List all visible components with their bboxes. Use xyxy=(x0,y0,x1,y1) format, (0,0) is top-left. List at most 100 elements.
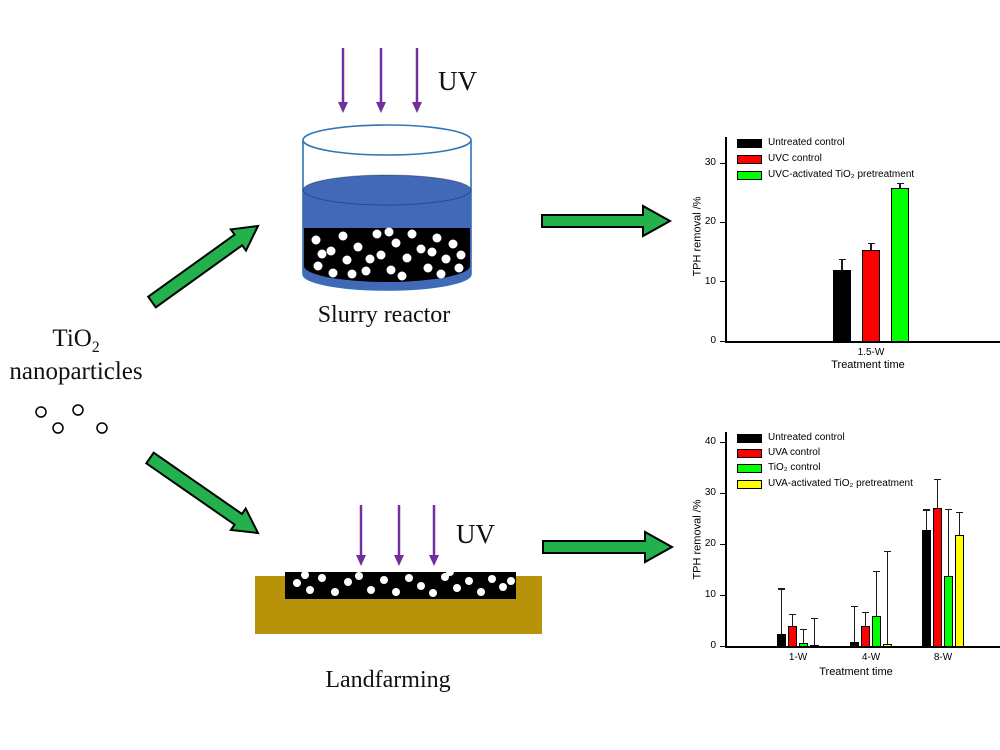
particle-dot xyxy=(405,574,413,582)
uv-label-slurry: UV xyxy=(438,66,477,96)
error-bar-cap xyxy=(800,629,807,631)
particle-dot xyxy=(347,269,357,279)
legend-swatch xyxy=(737,171,762,180)
nanoparticle-dot xyxy=(96,422,108,434)
particle-dot xyxy=(384,227,394,237)
nanoparticle-dot xyxy=(35,406,47,418)
error-bar-cap xyxy=(873,571,880,573)
particle-dot xyxy=(380,576,388,584)
bar-series0-8-W xyxy=(922,530,931,647)
particle-dot xyxy=(365,254,375,264)
uv-ray-arrowhead xyxy=(429,555,439,566)
error-bar xyxy=(925,509,928,531)
particle-dot xyxy=(392,588,400,596)
bar-series2-1-W xyxy=(799,642,808,647)
particle-dot xyxy=(353,242,363,252)
uv-ray-arrowhead xyxy=(394,555,404,566)
error-bar xyxy=(875,571,878,616)
y-axis-label: TPH removal /% xyxy=(691,499,704,580)
y-axis-label: TPH removal /% xyxy=(691,196,704,277)
error-bar xyxy=(958,511,961,535)
y-tick-label: 20 xyxy=(704,216,716,228)
y-tick-label: 30 xyxy=(704,157,716,169)
legend-label: UVC control xyxy=(768,153,822,164)
error-bar-cap xyxy=(789,613,796,616)
y-tick-label: 0 xyxy=(710,335,716,346)
y-tick-label: 20 xyxy=(704,538,716,549)
y-tick xyxy=(720,281,725,283)
legend-label: Untreated control xyxy=(768,432,845,443)
particle-dot xyxy=(397,271,407,281)
y-tick-label: 30 xyxy=(704,487,716,498)
particle-dot xyxy=(456,250,466,260)
particle-dot xyxy=(436,269,446,279)
particle-dot xyxy=(361,266,371,276)
bar-series1-4-W xyxy=(861,626,870,647)
legend-swatch xyxy=(737,464,762,473)
particle-dot xyxy=(477,588,485,596)
y-axis xyxy=(725,137,727,342)
error-bar-cap xyxy=(896,183,904,185)
landfarming-caption: Landfarming xyxy=(325,667,451,693)
error-bar xyxy=(813,617,816,645)
y-tick-label: 10 xyxy=(704,589,716,600)
legend-label: UVA-activated TiO₂ pretreatment xyxy=(768,478,913,489)
bar-series2-8-W xyxy=(944,575,953,647)
x-category-label: 8-W xyxy=(933,652,953,663)
particle-dot xyxy=(465,577,473,585)
error-bar xyxy=(899,183,901,188)
legend-swatch xyxy=(737,155,762,164)
bar-series3-1-W xyxy=(810,644,819,647)
y-tick xyxy=(720,492,725,494)
error-bar-cap xyxy=(778,588,785,590)
error-bar xyxy=(870,243,872,251)
uv-arrows-landfarm xyxy=(356,505,439,566)
chart-landfarm-tph-removal: 0 10 20 30 40 1-W 4-W 8-W Treatment time TPH remo… xyxy=(690,420,1000,710)
particle-dot xyxy=(453,584,461,592)
bar-series3-8-W xyxy=(955,534,964,647)
arrow-nanoparticles-to-slurry xyxy=(146,224,260,309)
legend-swatch xyxy=(737,139,762,148)
bar-series1-1-W xyxy=(788,626,797,647)
particle-dot xyxy=(448,239,458,249)
landfarm-particles xyxy=(293,568,515,597)
particle-dot xyxy=(429,589,437,597)
liquid-surface xyxy=(302,174,472,206)
particle-dot xyxy=(416,244,426,254)
error-bar xyxy=(853,606,856,642)
error-bar xyxy=(947,508,950,576)
error-bar xyxy=(936,479,939,509)
legend-label: UVA control xyxy=(768,447,821,458)
bar-series3-4-W xyxy=(883,644,892,647)
particle-dot xyxy=(306,586,314,594)
particle-dot xyxy=(313,261,323,271)
x-axis-label: Treatment time xyxy=(819,666,893,678)
x-category-label: 4-W xyxy=(861,652,881,663)
legend-label: UVC-activated TiO₂ pretreatment xyxy=(768,169,915,180)
particle-dot xyxy=(328,268,338,278)
error-bar xyxy=(791,613,794,627)
particle-dot xyxy=(407,229,417,239)
particle-dot xyxy=(391,238,401,248)
particle-dot xyxy=(417,582,425,590)
particle-dot xyxy=(454,263,464,273)
particle-dot xyxy=(367,586,375,594)
arrow-landfarm-to-chart xyxy=(542,530,675,564)
bar-series1-1.5-W xyxy=(862,250,880,342)
particle-dot xyxy=(402,253,412,263)
error-bar-cap xyxy=(923,509,930,511)
error-bar-cap xyxy=(838,259,846,261)
particle-dot xyxy=(441,573,449,581)
error-bar-cap xyxy=(945,508,952,510)
y-axis xyxy=(725,432,727,647)
y-tick-label: 40 xyxy=(704,436,716,447)
nanoparticles-label-word: nanoparticles xyxy=(9,358,143,386)
error-bar-cap xyxy=(851,606,858,608)
error-bar xyxy=(886,551,889,645)
error-bar-cap xyxy=(862,611,869,614)
particle-dot xyxy=(488,575,496,583)
y-tick xyxy=(720,543,725,545)
bar-series2-4-W xyxy=(872,615,881,647)
nanoparticle-dot xyxy=(72,404,84,416)
